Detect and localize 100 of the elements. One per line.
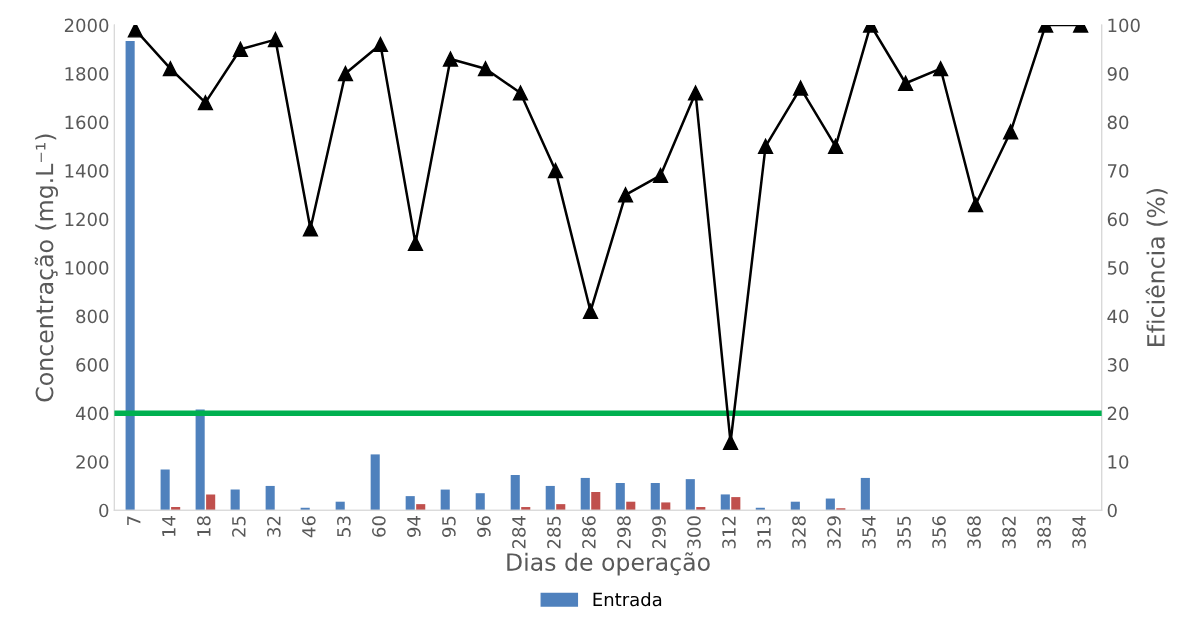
x-tick-label: 355 <box>897 516 911 549</box>
point <box>197 95 214 111</box>
y2-tick-label: 90 <box>1107 67 1129 81</box>
y-tick-label: 1200 <box>65 212 109 227</box>
bar <box>171 507 181 511</box>
x-tick-label: 354 <box>862 516 876 549</box>
x-tick-label: 286 <box>582 516 596 549</box>
bar <box>206 494 216 511</box>
point <box>617 187 634 203</box>
x-tick-label: 96 <box>477 516 491 537</box>
x-tick-label: 46 <box>302 516 316 538</box>
point <box>757 138 774 154</box>
bar <box>731 497 741 511</box>
bar <box>521 507 531 511</box>
bar <box>685 479 695 511</box>
bar <box>265 485 275 511</box>
x-tick-label: 32 <box>267 516 281 537</box>
x-tick-label: 53 <box>337 516 351 537</box>
x-tick-label: 329 <box>827 516 841 549</box>
x-tick-label: 328 <box>792 516 806 549</box>
x-tick-label: 383 <box>1037 516 1051 549</box>
point <box>652 167 669 184</box>
y-axis-title: Concentração (mg.L⁻¹) <box>34 134 59 402</box>
point <box>897 75 914 91</box>
point <box>127 25 144 38</box>
y2-tick-label: 70 <box>1108 164 1129 178</box>
bar <box>860 477 870 511</box>
y-tick-label: 2000 <box>64 18 109 33</box>
y-tick-label: 1600 <box>65 115 109 130</box>
point <box>372 36 389 53</box>
y-tick-label: 600 <box>76 358 109 372</box>
bar <box>335 501 345 511</box>
bar <box>405 496 415 511</box>
bar <box>545 485 555 511</box>
y2-tick-label: 0 <box>1107 503 1117 518</box>
point <box>827 138 844 154</box>
y2-tick-label: 100 <box>1108 18 1140 33</box>
bar <box>370 454 380 511</box>
x-tick-label: 284 <box>512 516 526 549</box>
bar <box>790 501 800 511</box>
x-tick-label: 384 <box>1072 516 1086 549</box>
x-axis-title: Dias de operação <box>507 552 710 576</box>
x-tick-label: 94 <box>407 516 421 537</box>
y-tick-label: 400 <box>75 406 109 421</box>
y2-tick-label: 30 <box>1107 358 1129 372</box>
point <box>267 31 284 48</box>
point <box>582 303 599 319</box>
point <box>337 65 354 82</box>
bar <box>475 493 485 511</box>
x-tick-label: 60 <box>372 516 386 537</box>
bar <box>125 41 135 511</box>
y-tick-label: 1000 <box>65 261 109 275</box>
point <box>477 61 494 77</box>
x-tick-label: 7 <box>127 516 141 526</box>
y2-tick-label: 10 <box>1108 455 1129 469</box>
legend-label: Entrada <box>593 592 662 607</box>
bar <box>696 507 706 511</box>
point <box>302 221 319 237</box>
x-tick-label: 14 <box>162 516 176 537</box>
bar <box>160 469 170 511</box>
x-tick-label: 300 <box>687 516 701 549</box>
point <box>932 61 949 77</box>
bar <box>720 494 730 511</box>
y-tick-label: 800 <box>76 309 109 324</box>
x-tick-label: 368 <box>967 516 981 549</box>
bar <box>556 504 566 511</box>
x-tick-label: 313 <box>757 516 771 549</box>
y2-tick-label: 40 <box>1107 309 1129 324</box>
bar <box>615 483 625 511</box>
point <box>512 85 529 101</box>
bar <box>650 483 660 511</box>
x-tick-label: 382 <box>1002 516 1016 549</box>
point <box>162 61 179 77</box>
y-tick-label: 200 <box>76 455 109 469</box>
y2-tick-label: 80 <box>1107 115 1129 130</box>
point <box>232 41 249 57</box>
point <box>687 85 704 101</box>
y-tick-label: 1400 <box>65 164 109 178</box>
point <box>547 162 564 179</box>
y2-axis-title: Eficiência (%) <box>1145 189 1168 346</box>
x-tick-label: 299 <box>652 516 666 549</box>
point <box>792 80 809 96</box>
bar <box>416 504 426 511</box>
point <box>1002 124 1019 140</box>
y2-tick-label: 50 <box>1107 261 1129 275</box>
bar <box>440 489 450 511</box>
x-tick-label: 356 <box>932 516 946 549</box>
y-tick-label: 0 <box>99 503 109 518</box>
bar <box>510 475 520 511</box>
point <box>967 196 984 213</box>
point <box>407 235 424 251</box>
x-tick-label: 18 <box>196 516 211 537</box>
y2-tick-label: 20 <box>1107 406 1129 421</box>
x-tick-label: 95 <box>442 516 456 537</box>
x-tick-label: 298 <box>617 516 631 549</box>
x-tick-label: 25 <box>232 516 246 537</box>
y-tick-label: 1800 <box>65 67 109 81</box>
bar <box>626 501 636 511</box>
y2-tick-label: 60 <box>1107 212 1129 227</box>
point <box>442 51 459 67</box>
